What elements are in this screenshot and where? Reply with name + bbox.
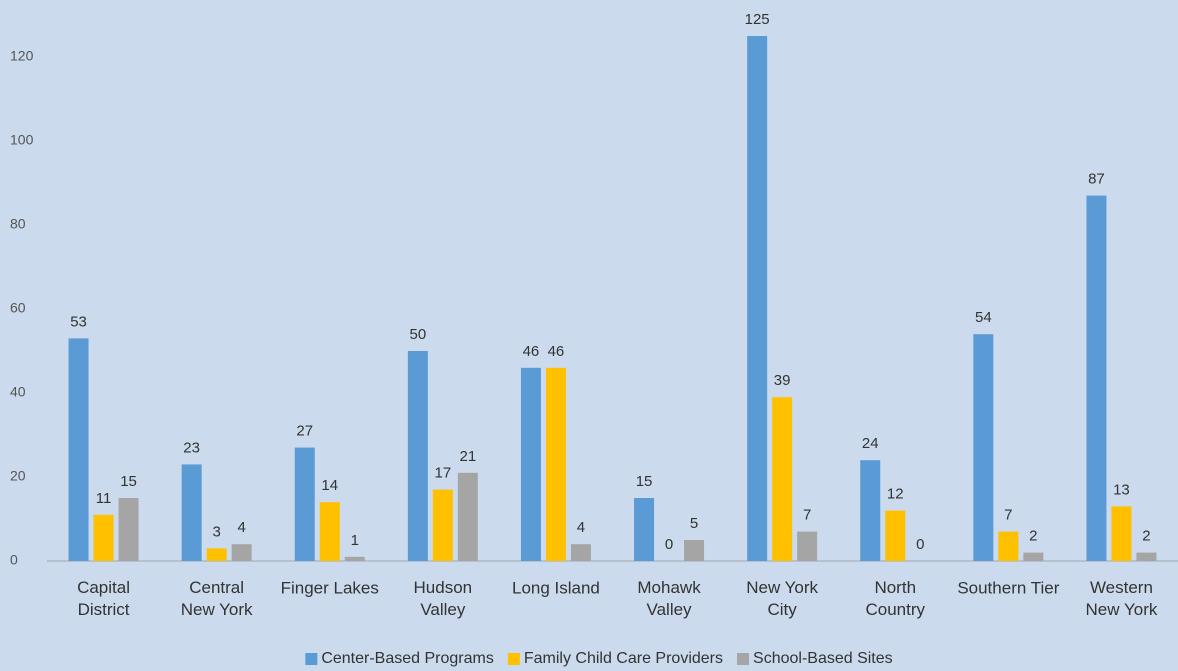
bar — [634, 498, 655, 561]
value-label: 23 — [183, 439, 200, 456]
x-tick-label: Southern Tier — [957, 578, 1059, 597]
x-tick-label: Mohawk Valley — [637, 578, 701, 619]
bar — [294, 447, 315, 561]
value-label: 39 — [774, 372, 791, 389]
bar — [973, 334, 994, 561]
bar — [1086, 195, 1107, 561]
y-tick-label: 40 — [10, 384, 26, 400]
y-tick-label: 0 — [10, 552, 18, 568]
bar — [520, 367, 541, 561]
bar — [860, 460, 881, 561]
value-label: 125 — [745, 11, 770, 28]
legend-label: School-Based Sites — [753, 650, 893, 667]
x-tick-label: Western New York — [1086, 578, 1158, 619]
value-label: 1 — [351, 532, 359, 549]
bar — [181, 464, 202, 561]
bar — [684, 540, 705, 561]
y-tick-label: 20 — [10, 468, 26, 484]
value-label: 27 — [296, 423, 313, 440]
bar — [797, 531, 818, 561]
y-tick-label: 120 — [10, 48, 34, 64]
legend-label: Family Child Care Providers — [524, 650, 723, 667]
value-label: 87 — [1088, 171, 1105, 188]
value-label: 2 — [1142, 528, 1150, 545]
bar — [885, 510, 906, 561]
x-tick-label: Finger Lakes — [281, 578, 379, 597]
bar — [1136, 552, 1157, 561]
x-tick-label: Long Island — [512, 578, 600, 597]
value-label: 3 — [212, 523, 220, 540]
bar — [319, 502, 340, 561]
bar — [747, 36, 768, 561]
value-label: 0 — [665, 536, 673, 553]
bar — [1023, 552, 1044, 561]
bar — [457, 472, 478, 561]
value-label: 7 — [1004, 507, 1012, 524]
y-tick-label: 60 — [10, 300, 26, 316]
x-tick-label: Capital District — [77, 578, 130, 619]
y-tick-label: 100 — [10, 132, 34, 148]
bar — [998, 531, 1019, 561]
x-tick-label: New York City — [746, 578, 818, 619]
value-label: 7 — [803, 507, 811, 524]
value-label: 4 — [577, 519, 585, 536]
bar — [206, 548, 227, 561]
value-label: 11 — [96, 490, 112, 507]
value-label: 54 — [975, 309, 992, 326]
x-tick-label: Hudson Valley — [414, 578, 473, 619]
legend-swatch — [507, 653, 520, 665]
value-label: 13 — [1113, 481, 1130, 498]
x-tick-label: North Country — [865, 578, 925, 619]
y-tick-label: 80 — [10, 216, 26, 232]
bar — [432, 489, 453, 561]
value-label: 53 — [70, 313, 87, 330]
bar — [545, 367, 566, 561]
value-label: 21 — [460, 448, 477, 465]
value-label: 50 — [410, 326, 427, 343]
value-label: 17 — [435, 465, 452, 482]
value-label: 12 — [887, 486, 904, 503]
bar — [1111, 506, 1132, 561]
legend-swatch — [305, 653, 318, 665]
bar — [772, 397, 793, 561]
bar — [407, 351, 428, 561]
bar — [570, 544, 591, 561]
bar — [231, 544, 252, 561]
value-label: 15 — [636, 473, 653, 490]
value-label: 46 — [548, 343, 565, 360]
value-label: 15 — [120, 473, 137, 490]
value-label: 14 — [321, 477, 338, 494]
legend-swatch — [737, 653, 750, 665]
value-label: 24 — [862, 435, 879, 452]
value-label: 0 — [916, 536, 924, 553]
bar — [93, 514, 114, 561]
x-tick-label: Central New York — [181, 578, 253, 619]
bar — [344, 556, 365, 561]
legend-label: Center-Based Programs — [321, 650, 494, 667]
value-label: 4 — [237, 519, 245, 536]
bar — [118, 498, 139, 561]
legend: Center-Based Programs Family Child Care P… — [305, 650, 893, 667]
value-label: 46 — [523, 343, 540, 360]
value-label: 5 — [690, 515, 698, 532]
value-label: 2 — [1029, 528, 1037, 545]
bar — [68, 338, 89, 561]
